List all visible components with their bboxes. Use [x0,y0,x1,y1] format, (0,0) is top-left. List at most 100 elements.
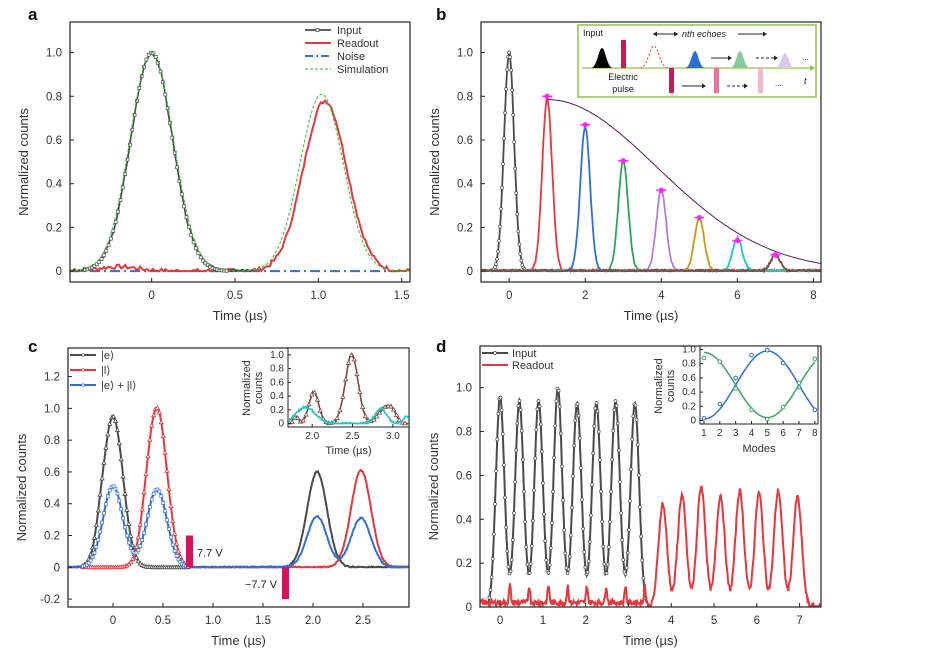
series-input-marker [505,549,510,553]
plot-frame [67,347,410,608]
series-marker-1 [149,422,155,428]
legend-label-simulation: Simulation [337,64,388,76]
inset-marker [314,396,321,402]
series-input-marker [132,113,137,117]
inset-marker [385,403,391,409]
series-input-marker [500,432,505,436]
x-tick-label: 0 [506,290,512,302]
inset-x-tick-label: 7 [796,428,802,439]
y-tick-label: 0.4 [457,179,474,191]
series-input-marker [616,448,621,453]
series-marker-2 [86,561,91,565]
series-input-marker [494,262,498,267]
inset-y-tick-label: 0.8 [270,364,284,375]
series-input-marker [488,587,493,592]
x-tick-label: 5 [711,615,717,627]
series-input-marker [524,545,529,549]
series-marker-0 [105,431,111,437]
y-tick-label: 0.4 [46,179,63,191]
series-marker-0 [99,475,105,481]
inset-y-tick-label: 0 [690,415,696,426]
inset-y-axis-label-2: counts [253,371,265,404]
series-input-marker [624,565,629,570]
series-marker-2 [172,548,177,553]
inset-point-green [796,380,802,386]
series-input-marker [579,466,583,470]
series-input-marker [505,67,509,72]
electric-pulse-bar [621,40,626,68]
voltage-pulse-bar [186,535,193,568]
y-axis-label: Normalized counts [426,432,441,540]
inset-marker [342,376,349,382]
inset-y-tick-label: 0.6 [682,373,696,384]
series-marker-2 [147,505,152,509]
inset-y-tick-label: 0.2 [270,405,284,416]
series-input-marker [585,570,590,574]
series-input-marker [519,428,524,433]
series-input-marker [527,571,532,575]
series-marker-0 [118,456,124,462]
series-input-marker [596,429,601,434]
x-tick-label: 1.5 [255,615,271,627]
series-input-marker [565,571,570,576]
voltage-pulse-label: 7.7 V [197,547,223,559]
series-input-marker [604,571,609,576]
series-marker-0 [122,490,128,496]
inset-point-green [749,407,754,413]
panel-label-d: d [436,337,446,356]
series-input-marker [528,561,533,566]
series-input-marker [104,248,109,253]
x-tick-label: 0 [110,615,116,627]
series-marker-0 [124,507,130,512]
echo-shape-2 [730,51,750,68]
series-marker-2 [170,542,175,547]
series-marker-1 [171,530,178,536]
inset-point-green [780,404,786,410]
series-input-marker [496,411,501,416]
y-tick-label: 1.0 [457,48,473,60]
series-input-marker [518,252,523,256]
series-input-marker [172,150,177,155]
inset-x-tick-label: 2.0 [305,431,319,442]
series-marker-1 [145,453,151,459]
y-tick-label: 0.2 [456,558,472,570]
inset-marker [289,419,295,424]
series-marker-1 [133,544,140,549]
inset-x-axis-label: Modes [742,443,776,455]
series-input-marker [635,442,640,447]
series-input-marker [606,545,611,549]
inset-point-green [733,386,738,391]
series-input-marker [573,418,578,423]
series-marker-2 [155,487,160,492]
series-input-marker [566,567,571,572]
legend-label-input: Input [512,348,536,360]
inset-point-blue [733,375,738,381]
series-input-marker [611,428,616,433]
y-tick-label: 0.2 [46,222,62,234]
series-input-marker [509,557,514,562]
series-input-marker [618,480,622,484]
peak-marker [772,252,778,258]
series-input-marker [602,562,607,567]
series-line-echo-4 [481,186,821,273]
peak-marker [696,214,702,221]
series-marker-0 [112,417,119,423]
series-input-marker [510,88,515,93]
x-tick-label: 8 [810,290,816,302]
x-tick-label: 4 [658,290,665,302]
series-marker-2 [144,522,148,527]
inset-point-green [765,416,770,422]
y-tick-label: 0 [56,266,62,278]
series-input-marker [506,564,511,569]
series-input-marker [496,249,500,254]
series-marker-1 [141,489,147,495]
series-marker-0 [129,542,136,548]
series-input-marker [629,467,633,472]
series-input-marker [503,110,507,115]
series-input-marker [113,220,118,224]
series-input-marker [179,192,184,197]
series-marker-1 [129,556,136,561]
inset-y-tick-label: 0.2 [682,401,696,412]
y-tick-label: 0.8 [46,91,62,103]
